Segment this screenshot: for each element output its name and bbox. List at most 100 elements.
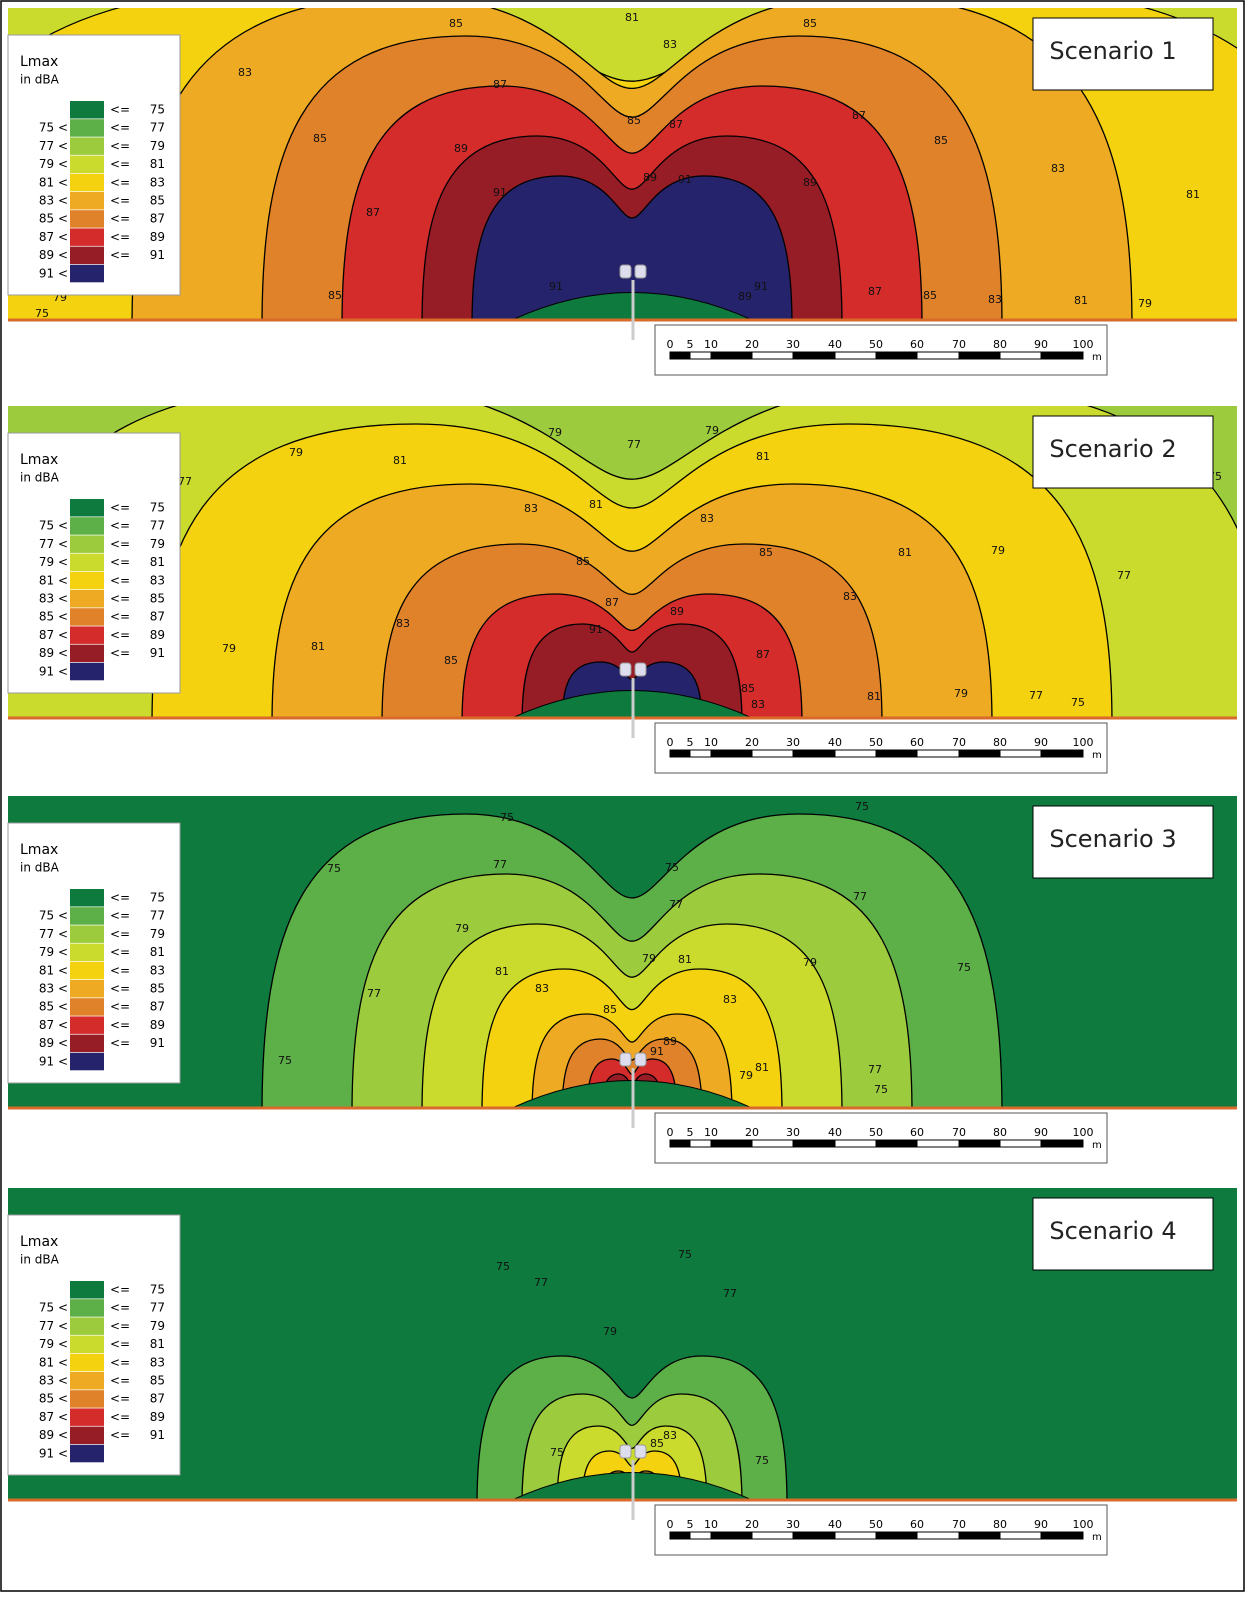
- legend-from: 87 <: [39, 1018, 68, 1032]
- legend-swatch: [70, 137, 104, 155]
- contour-label: 75: [278, 1054, 292, 1067]
- scale-segment: [1040, 749, 1084, 758]
- legend-swatch: [70, 553, 104, 572]
- contour-label: 75: [550, 1446, 564, 1459]
- legend-from: 77 <: [39, 927, 68, 941]
- legend-to: 81: [150, 1337, 165, 1351]
- legend-from: 75 <: [39, 1301, 68, 1315]
- legend-op: <=: [110, 982, 130, 996]
- contour-label: 75: [855, 800, 869, 813]
- contour-label: 85: [741, 682, 755, 695]
- scale-label: 50: [869, 1518, 883, 1531]
- scale-segment: [710, 749, 753, 758]
- scale-label: 40: [828, 1518, 842, 1531]
- legend-to: 91: [150, 1428, 165, 1442]
- contour-label: 79: [991, 544, 1005, 557]
- legend-from: 83 <: [39, 1374, 68, 1388]
- legend-to: 85: [150, 982, 165, 996]
- contour-label: 85: [444, 654, 458, 667]
- contour-label: 85: [313, 132, 327, 145]
- contour-label: 77: [1029, 689, 1043, 702]
- legend-swatch: [70, 155, 104, 174]
- contour-label: 81: [589, 498, 603, 511]
- scale-label: 20: [745, 1126, 759, 1139]
- legend-swatch: [70, 192, 104, 210]
- legend-swatch: [70, 1408, 104, 1426]
- contour-label: 81: [1186, 188, 1200, 201]
- contour-label: 89: [738, 290, 752, 303]
- scale-label: 30: [786, 1518, 800, 1531]
- contour-label: 83: [663, 38, 677, 51]
- legend-to: 87: [150, 212, 165, 226]
- legend-swatch: [70, 173, 104, 192]
- contour-label: 85: [449, 17, 463, 30]
- contour-label: 77: [669, 898, 683, 911]
- legend-from: 81 <: [39, 573, 68, 587]
- scenario-panel: 79 77 79 81 81 79 77 75 83 81 83 85 85 81 79 77 87 89 83 83…: [7, 406, 1237, 774]
- legend-from: 91 <: [39, 266, 68, 280]
- legend-op: <=: [110, 248, 130, 262]
- contour-label: 83: [1051, 162, 1065, 175]
- contour-label: 85: [650, 1437, 664, 1450]
- scale-label: 100: [1073, 338, 1094, 351]
- contour-label: 79: [705, 424, 719, 437]
- title-box: [1032, 805, 1214, 879]
- legend-to: 79: [150, 927, 165, 941]
- contour-label: 87: [756, 648, 770, 661]
- legend-from: 77 <: [39, 1319, 68, 1333]
- scale-segment: [1040, 1531, 1084, 1540]
- legend-unit: in dBA: [20, 861, 60, 875]
- scale-label: 20: [745, 736, 759, 749]
- legend-op: <=: [110, 1392, 130, 1406]
- contour-label: 89: [454, 142, 468, 155]
- legend-from: 87 <: [39, 628, 68, 642]
- contour-label: 79: [289, 446, 303, 459]
- legend-from: 85 <: [39, 212, 68, 226]
- legend-op: <=: [110, 1428, 130, 1442]
- legend-to: 91: [150, 1036, 165, 1050]
- contour-label: 85: [576, 555, 590, 568]
- scale-segment: [669, 1139, 691, 1148]
- legend-swatch: [70, 1052, 104, 1071]
- legend-op: <=: [110, 103, 130, 117]
- contour-label: 87: [605, 596, 619, 609]
- scale-box: [654, 1504, 1108, 1556]
- legend-op: <=: [110, 230, 130, 244]
- scale-label: 5: [687, 1518, 694, 1531]
- legend-to: 77: [150, 121, 165, 135]
- scale-segment: [792, 1531, 836, 1540]
- scale-label: 100: [1073, 1126, 1094, 1139]
- legend-from: 89 <: [39, 248, 68, 262]
- contour-label: 85: [803, 17, 817, 30]
- scale-label: 0: [667, 338, 674, 351]
- scale-segment: [751, 1139, 794, 1148]
- contour-label: 81: [898, 546, 912, 559]
- scale-unit: m: [1092, 750, 1102, 761]
- contour-label: 91: [549, 280, 563, 293]
- legend-swatch: [70, 1390, 104, 1408]
- contour-label: 83: [663, 1429, 677, 1442]
- contour-label: 75: [874, 1083, 888, 1096]
- scale-segment: [710, 351, 753, 360]
- legend-unit: in dBA: [20, 1253, 60, 1267]
- contour-label: 81: [756, 450, 770, 463]
- scale-segment: [834, 1139, 877, 1148]
- legend-title: Lmax: [20, 1234, 58, 1250]
- contour-label: 75: [35, 307, 49, 320]
- lamp: [634, 1052, 647, 1067]
- contour-label: 77: [493, 858, 507, 871]
- legend-from: 79 <: [39, 555, 68, 569]
- legend-from: 77 <: [39, 537, 68, 551]
- legend-to: 75: [150, 103, 165, 117]
- legend-to: 87: [150, 610, 165, 624]
- contour-label: 81: [495, 965, 509, 978]
- scale-label: 90: [1034, 1518, 1048, 1531]
- legend-swatch: [70, 998, 104, 1016]
- legend: Lmax in dBA <= 75 75 < <= 77 77 < <= 79 79 < <= 81 81…: [7, 432, 181, 694]
- scale-label: 50: [869, 736, 883, 749]
